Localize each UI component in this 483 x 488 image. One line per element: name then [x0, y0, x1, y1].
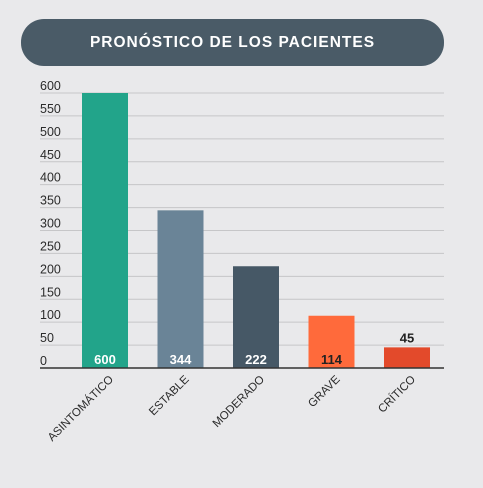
data-label: 222: [245, 352, 267, 367]
chart-title-banner: PRONÓSTICO DE LOS PACIENTES: [21, 19, 444, 66]
y-tick-label: 400: [40, 171, 61, 185]
bar: [157, 210, 204, 368]
x-category-label: GRAVE: [306, 373, 343, 410]
bar: [82, 93, 128, 368]
y-tick-label: 250: [40, 239, 61, 253]
y-tick-label: 100: [40, 308, 61, 322]
data-label: 114: [321, 352, 343, 367]
x-category-label: ESTABLE: [147, 373, 192, 418]
y-tick-label: 50: [40, 331, 54, 345]
data-label: 600: [94, 352, 116, 367]
data-label: 344: [170, 352, 192, 367]
y-tick-label: 150: [40, 285, 61, 299]
data-label: 45: [400, 330, 414, 345]
y-tick-label: 0: [40, 354, 47, 368]
y-tick-label: 500: [40, 125, 61, 139]
y-tick-label: 200: [40, 262, 61, 276]
x-category-label: CRÍTICO: [375, 373, 418, 416]
bar: [384, 347, 430, 368]
x-category-label: ASINTOMÁTICO: [45, 373, 116, 444]
bar: [308, 315, 355, 368]
y-tick-label: 600: [40, 79, 61, 93]
y-tick-label: 300: [40, 217, 61, 231]
y-tick-label: 550: [40, 102, 61, 116]
chart-title: PRONÓSTICO DE LOS PACIENTES: [89, 33, 376, 51]
y-tick-label: 450: [40, 148, 61, 162]
x-category-label: MODERADO: [211, 374, 267, 430]
y-tick-label: 350: [40, 194, 61, 208]
bar: [233, 266, 279, 368]
